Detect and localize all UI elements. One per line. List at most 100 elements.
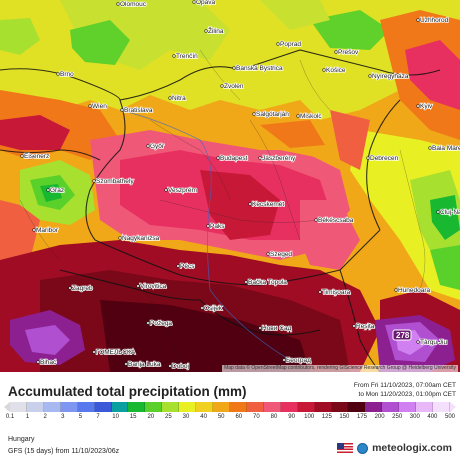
city-label: Maribor <box>36 227 59 234</box>
city-marker[interactable]: Zvolen <box>220 82 245 91</box>
city-marker[interactable]: Nitra <box>168 94 187 103</box>
max-value-label: 278 <box>396 331 410 340</box>
city-label: Kecskemét <box>252 201 284 208</box>
map-canvas: Olomouc Opava Žilina Trenčín Banská Bystrica… <box>0 0 460 372</box>
scale-swatch <box>399 402 417 412</box>
color-scale-labels: 0.1 1 2 3 5 7 10 15 20 25 30 40 50 60 70 80 90 100 125 150 1… <box>4 414 456 424</box>
meteologix-logo-icon <box>357 442 369 454</box>
scale-swatch <box>246 402 264 412</box>
us-flag-icon[interactable] <box>337 443 354 453</box>
city-marker[interactable]: Debrecen <box>366 154 399 163</box>
city-marker[interactable]: Nagykanizsa <box>118 234 160 243</box>
city-marker[interactable]: Kyiv <box>416 102 434 111</box>
city-marker[interactable]: Doboj <box>168 362 190 371</box>
city-marker[interactable]: Békéscsaba <box>314 216 355 225</box>
city-label: Prešov <box>338 49 359 56</box>
city-marker[interactable]: Bratislava <box>120 106 154 115</box>
scale-swatch <box>263 402 281 412</box>
city-label: ГОМЕЛЬСКА <box>96 349 136 356</box>
city-marker[interactable]: Bihać <box>36 358 58 367</box>
scale-label: 10 <box>112 414 119 420</box>
regional-borders <box>19 49 426 361</box>
precipitation-map[interactable]: Olomouc Opava Žilina Trenčín Banská Bystrica… <box>0 0 460 372</box>
city-marker[interactable]: Kecskemét <box>248 200 285 209</box>
max-value-marker: 278 <box>392 329 412 341</box>
city-marker[interactable]: ГОМЕЛЬСКА <box>92 348 137 357</box>
city-marker[interactable]: Budapest <box>216 154 248 163</box>
city-dot <box>146 144 150 148</box>
scale-label: 70 <box>253 414 260 420</box>
city-dot <box>428 146 432 150</box>
scale-swatch <box>348 402 366 412</box>
city-marker[interactable]: Bačka Topola <box>244 278 288 287</box>
city-marker[interactable]: Olomouc <box>116 0 148 9</box>
map-attribution[interactable]: Map data © OpenStreetMap contributors, r… <box>222 365 458 372</box>
scale-left-arrow <box>4 402 10 412</box>
city-marker[interactable]: Banja Luka <box>124 360 162 369</box>
city-marker[interactable]: Győr <box>146 142 166 151</box>
city-marker[interactable]: Szombathely <box>92 177 135 186</box>
city-marker[interactable]: Prešov <box>334 48 360 57</box>
city-marker[interactable]: Veszprém <box>164 186 198 195</box>
city-dot <box>68 286 72 290</box>
scale-swatch <box>331 402 349 412</box>
scale-swatch <box>179 402 197 412</box>
city-label: Timișoara <box>322 289 351 296</box>
city-marker[interactable]: Graz <box>46 186 65 195</box>
city-marker[interactable]: Reșița <box>352 322 376 331</box>
scale-label: 20 <box>147 414 155 420</box>
city-marker[interactable]: Jászberény <box>258 154 297 163</box>
city-marker[interactable]: Maribor <box>32 226 60 235</box>
city-marker[interactable]: Požega <box>146 319 173 328</box>
scale-label: 200 <box>374 414 385 420</box>
city-dot <box>36 360 40 364</box>
city-marker[interactable]: Cluj-Napoca <box>436 208 460 217</box>
city-marker[interactable]: Paks <box>206 222 226 231</box>
city-marker[interactable]: Opava <box>192 0 216 7</box>
city-marker[interactable]: Trenčín <box>172 52 199 61</box>
city-marker[interactable]: Brno <box>56 70 75 79</box>
city-marker[interactable]: Žilina <box>204 25 225 36</box>
city-marker[interactable]: Osijek <box>200 304 224 313</box>
city-marker[interactable]: Nyíregyháza <box>368 72 410 81</box>
city-marker[interactable]: Târgu Jiu <box>416 338 448 347</box>
scale-label: 90 <box>288 414 295 420</box>
city-marker[interactable]: Нови Сад <box>258 324 292 333</box>
city-label: Opava <box>196 0 216 6</box>
city-label: Wien <box>92 103 107 110</box>
city-dot <box>416 340 420 344</box>
city-marker[interactable]: Poprad <box>276 40 302 49</box>
city-marker[interactable]: Timișoara <box>318 288 351 297</box>
city-marker[interactable]: Banská Bystrica <box>232 64 284 73</box>
city-marker[interactable]: Szeged <box>266 250 293 259</box>
period-to: to Mon 11/20/2023, 01:00pm CET <box>358 390 456 398</box>
city-marker[interactable]: Salgótarján <box>252 110 290 119</box>
scale-label: 60 <box>235 414 243 420</box>
city-marker[interactable]: Eisenerz <box>20 152 50 161</box>
city-dot <box>394 288 398 292</box>
city-label: Miskolc <box>300 113 322 120</box>
city-label: Szombathely <box>96 178 134 185</box>
city-dot <box>276 42 280 46</box>
city-dot <box>322 68 326 72</box>
scale-swatch <box>10 402 27 412</box>
city-dot <box>176 264 180 268</box>
city-label: Brno <box>60 71 74 78</box>
city-marker[interactable]: Београд <box>282 356 312 365</box>
city-dot <box>92 179 96 183</box>
city-marker[interactable]: Wien <box>88 102 108 111</box>
scale-label: 300 <box>409 414 420 420</box>
city-marker[interactable]: Uzhhorod <box>416 16 449 25</box>
city-marker[interactable]: Miskolc <box>296 112 323 121</box>
city-marker[interactable]: Košice <box>322 66 347 75</box>
city-label: Budapest <box>220 155 248 162</box>
brand[interactable]: meteologix.com <box>337 442 452 454</box>
city-marker[interactable]: Zagreb <box>68 284 94 293</box>
city-label: Poprad <box>280 41 301 48</box>
city-marker[interactable]: Hunedoara <box>394 286 431 295</box>
city-marker[interactable]: Virovitica <box>136 282 167 291</box>
city-marker[interactable]: Pécs <box>176 262 196 271</box>
period-from: From Fri 11/10/2023, 07:00am CET <box>353 382 456 389</box>
city-marker[interactable]: Baia Mare <box>428 144 460 153</box>
city-label: Zagreb <box>72 285 93 292</box>
